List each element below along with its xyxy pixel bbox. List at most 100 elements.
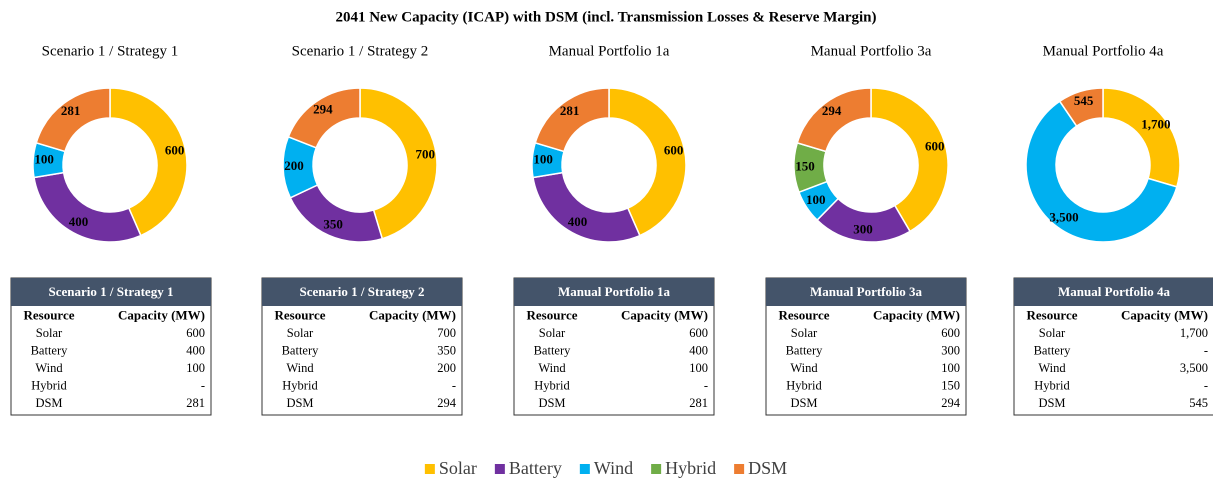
donut-segment — [33, 171, 142, 243]
table-header — [11, 278, 211, 306]
table-cell: DSM — [538, 396, 565, 410]
table-cell: 100 — [941, 361, 960, 375]
table-cell: Hybrid — [1034, 379, 1070, 393]
legend-swatch — [494, 464, 505, 474]
table-cell: - — [1204, 344, 1208, 358]
table-cell: Wind — [538, 361, 566, 375]
legend-label: Wind — [594, 458, 633, 478]
data-label: 3,500 — [1049, 209, 1078, 224]
column-header: Capacity (MW) — [118, 308, 205, 323]
legend-swatch — [734, 464, 745, 474]
legend-label: DSM — [748, 458, 787, 478]
table-cell: 281 — [689, 396, 708, 410]
table-cell: Battery — [31, 344, 69, 358]
legend-label: Hybrid — [665, 458, 716, 478]
table-cell: 700 — [437, 326, 456, 340]
table-title: Manual Portfolio 1a — [558, 284, 670, 299]
table-cell: Wind — [35, 361, 63, 375]
donut-segment — [289, 184, 384, 243]
table-title: Manual Portfolio 3a — [810, 284, 922, 299]
table-cell: Solar — [539, 326, 566, 340]
column-header: Resource — [778, 308, 829, 323]
table-cell: 294 — [437, 396, 457, 410]
chart-title: Manual Portfolio 1a — [549, 43, 670, 59]
table-cell: 600 — [689, 326, 708, 340]
table-cell: 150 — [941, 379, 960, 393]
donut-segment — [796, 87, 872, 153]
table-cell: Solar — [791, 326, 818, 340]
chart-title: Scenario 1 / Strategy 2 — [292, 43, 429, 59]
column-header: Capacity (MW) — [369, 308, 456, 323]
donut-segment — [109, 87, 188, 237]
table-cell: Battery — [534, 344, 572, 358]
data-label: 400 — [69, 214, 89, 229]
table-cell: 100 — [689, 361, 708, 375]
table-cell: Hybrid — [31, 379, 67, 393]
table-cell: Hybrid — [534, 379, 570, 393]
table-cell: - — [1204, 379, 1208, 393]
table-cell: DSM — [790, 396, 817, 410]
legend-swatch — [579, 464, 590, 474]
table-cell: - — [201, 379, 205, 393]
table-cell: 281 — [186, 396, 205, 410]
donut-segment — [359, 87, 438, 240]
data-label: 100 — [34, 152, 54, 167]
chart-title: Scenario 1 / Strategy 1 — [42, 43, 179, 59]
column-header: Capacity (MW) — [873, 308, 960, 323]
column-header: Capacity (MW) — [1121, 308, 1208, 323]
data-label: 281 — [61, 103, 81, 118]
donut-segment — [1102, 87, 1181, 188]
table-cell: Battery — [282, 344, 320, 358]
table-title: Manual Portfolio 4a — [1058, 284, 1170, 299]
legend-swatch — [651, 464, 662, 474]
table-header — [514, 278, 714, 306]
table-cell: Solar — [36, 326, 63, 340]
table-cell: 200 — [437, 361, 456, 375]
table-cell: Wind — [286, 361, 314, 375]
table-cell: 600 — [941, 326, 960, 340]
legend-swatch — [424, 464, 435, 474]
data-label: 1,700 — [1141, 117, 1170, 132]
column-header: Resource — [23, 308, 74, 323]
table-cell: - — [704, 379, 708, 393]
data-label: 700 — [416, 146, 436, 161]
table-cell: - — [452, 379, 456, 393]
table-cell: 350 — [437, 344, 456, 358]
data-label: 281 — [560, 103, 580, 118]
donut-segment — [870, 87, 949, 233]
table-title: Scenario 1 / Strategy 2 — [300, 284, 425, 299]
table-cell: 545 — [1189, 396, 1208, 410]
data-label: 600 — [925, 139, 945, 154]
data-label: 200 — [284, 158, 304, 173]
page-title: 2041 New Capacity (ICAP) with DSM (incl.… — [335, 9, 876, 25]
table-cell: Hybrid — [282, 379, 318, 393]
column-header: Resource — [1026, 308, 1077, 323]
chart-title: Manual Portfolio 3a — [811, 43, 932, 59]
column-header: Resource — [526, 308, 577, 323]
data-label: 600 — [664, 142, 684, 157]
donut-segment — [1025, 100, 1178, 243]
column-header: Resource — [274, 308, 325, 323]
table-cell: 100 — [186, 361, 205, 375]
table-cell: DSM — [286, 396, 313, 410]
table-cell: Wind — [790, 361, 818, 375]
data-label: 600 — [165, 142, 185, 157]
table-cell: Hybrid — [786, 379, 822, 393]
table-header — [1014, 278, 1213, 306]
data-label: 150 — [795, 158, 815, 173]
table-cell: Wind — [1038, 361, 1066, 375]
donut-segment — [35, 87, 111, 153]
donut-segment — [532, 171, 641, 243]
chart-title: Manual Portfolio 4a — [1043, 43, 1164, 59]
data-label: 100 — [533, 152, 553, 167]
table-cell: DSM — [35, 396, 62, 410]
legend-label: Battery — [509, 458, 562, 478]
data-label: 100 — [806, 192, 826, 207]
table-cell: 400 — [186, 344, 205, 358]
table-cell: DSM — [1038, 396, 1065, 410]
data-label: 545 — [1074, 93, 1094, 108]
data-label: 300 — [853, 221, 873, 236]
data-label: 400 — [568, 214, 588, 229]
table-cell: 600 — [186, 326, 205, 340]
